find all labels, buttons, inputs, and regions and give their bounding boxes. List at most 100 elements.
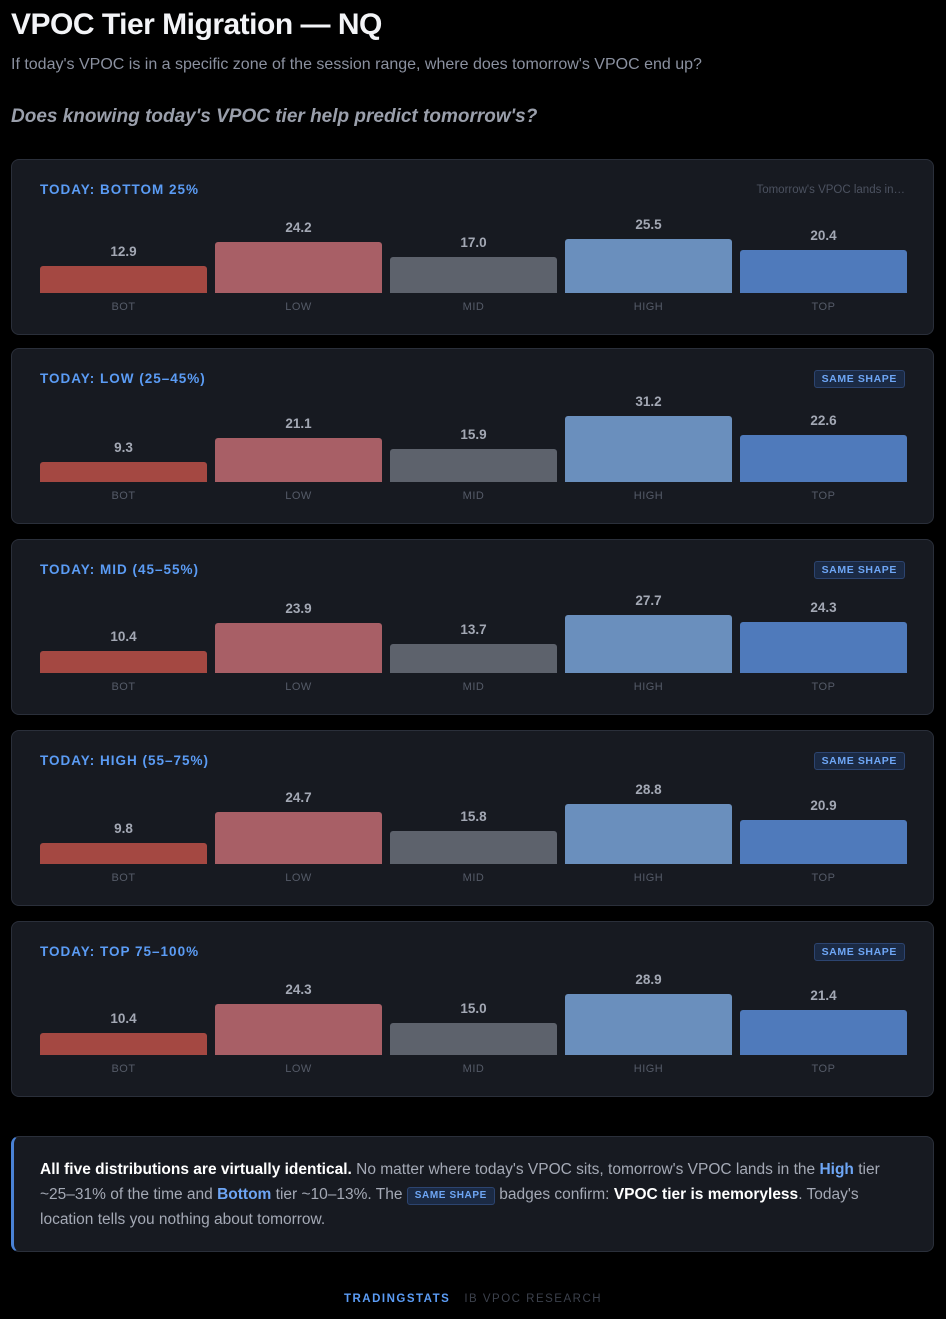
category-label: MID [462,1063,485,1075]
bar-value-label: 24.2 [285,220,312,235]
bar-value-label: 10.4 [110,1011,137,1026]
card-title: TODAY: MID (45–55%) [40,562,200,577]
bar-top [740,820,907,864]
card-title: TODAY: HIGH (55–75%) [40,753,210,768]
bar-value-label: 27.7 [635,593,662,608]
bar-value-label: 9.3 [114,440,133,455]
bar-chart: 9.3 BOT 21.1 LOW 15.9 MID 31.2 HIGH 22.6 TOP [40,349,907,525]
same-shape-badge: SAME SHAPE [406,1187,495,1205]
category-label: TOP [811,872,836,884]
bar-bot [40,843,207,864]
same-shape-badge: SAME SHAPE [813,943,905,961]
category-label: TOP [811,681,836,693]
category-label: BOT [111,301,136,313]
same-shape-badge: SAME SHAPE [813,752,905,770]
bar-bot [40,651,207,673]
chart-card: TODAY: BOTTOM 25% Tomorrow's VPOC lands i… [11,159,934,335]
bar-low [215,623,382,673]
bar-value-label: 12.9 [110,244,137,259]
research-question: Does knowing today's VPOC tier help pred… [11,106,538,127]
bar-value-label: 20.4 [810,228,837,243]
bar-top [740,1010,907,1055]
callout-text: No matter where today's VPOC sits, tomor… [351,1161,820,1178]
category-label: BOT [111,490,136,502]
footer-brand: TRADINGSTATS [343,1293,451,1305]
bar-bot [40,1033,207,1055]
bar-mid [390,449,557,482]
category-label: LOW [285,490,312,502]
bar-value-label: 28.9 [635,972,662,987]
bar-high [565,239,732,293]
category-label: BOT [111,1063,136,1075]
category-label: LOW [285,1063,312,1075]
bar-value-label: 15.9 [460,427,487,442]
page-subtitle: If today's VPOC is in a specific zone of… [11,56,702,73]
bar-value-label: 20.9 [810,798,837,813]
summary-callout: All five distributions are virtually ide… [11,1136,934,1252]
category-label: MID [462,681,485,693]
same-shape-badge: SAME SHAPE [813,561,905,579]
bar-value-label: 24.3 [810,600,837,615]
category-label: HIGH [633,301,664,313]
category-label: TOP [811,490,836,502]
category-label: LOW [285,301,312,313]
category-label: HIGH [633,681,664,693]
bar-mid [390,644,557,673]
callout-text: tier ~25–31% of the time and [40,1161,880,1203]
bar-value-label: 23.9 [285,601,312,616]
bar-bot [40,462,207,482]
callout-text: badges confirm: [494,1186,614,1203]
bar-high [565,416,732,482]
bar-high [565,804,732,864]
callout-text: . Today's location tells you nothing abo… [40,1186,859,1228]
category-label: BOT [111,872,136,884]
callout-text: tier ~10–13%. The [271,1186,407,1203]
callout-bottom: Bottom [217,1186,272,1203]
category-label: TOP [811,301,836,313]
category-label: HIGH [633,490,664,502]
bar-chart: 10.4 BOT 24.3 LOW 15.0 MID 28.9 HIGH 21.4 TOP [40,922,907,1098]
bar-low [215,812,382,864]
bar-mid [390,257,557,293]
bar-value-label: 22.6 [810,413,837,428]
bar-low [215,1004,382,1055]
bar-top [740,435,907,482]
bar-value-label: 10.4 [110,629,137,644]
same-shape-badge: SAME SHAPE [813,370,905,388]
card-title: TODAY: BOTTOM 25% [40,182,200,197]
category-label: HIGH [633,872,664,884]
bar-value-label: 17.0 [460,235,487,250]
bar-chart: 10.4 BOT 23.9 LOW 13.7 MID 27.7 HIGH 24.3 TOP [40,540,907,716]
chart-card: TODAY: MID (45–55%) SAME SHAPE 10.4 BOT 23.9… [11,539,934,715]
chart-card: TODAY: LOW (25–45%) SAME SHAPE 9.3 BOT 21.1 L… [11,348,934,524]
bar-value-label: 15.0 [460,1001,487,1016]
bar-high [565,615,732,673]
bar-mid [390,831,557,864]
bar-value-label: 21.1 [285,416,312,431]
callout-conclusion: VPOC tier is memoryless [613,1186,799,1203]
bar-value-label: 28.8 [635,782,662,797]
bar-value-label: 9.8 [114,821,133,836]
bar-value-label: 21.4 [810,988,837,1003]
bar-value-label: 13.7 [460,622,487,637]
footer-subtitle: IB VPOC RESEARCH [464,1293,603,1305]
bar-chart: 12.9 BOT 24.2 LOW 17.0 MID 25.5 HIGH 20.4 TOP [40,160,907,336]
chart-card: TODAY: TOP 75–100% SAME SHAPE 10.4 BOT 24.3 L… [11,921,934,1097]
category-label: MID [462,301,485,313]
category-label: LOW [285,872,312,884]
category-label: LOW [285,681,312,693]
card-note: Tomorrow's VPOC lands in… [756,184,905,196]
bar-low [215,242,382,293]
bar-value-label: 25.5 [635,217,662,232]
bar-value-label: 15.8 [460,809,487,824]
category-label: MID [462,872,485,884]
card-title: TODAY: TOP 75–100% [40,944,200,959]
page-title: VPOC Tier Migration — NQ [11,8,382,41]
callout-high: High [819,1161,854,1178]
category-label: BOT [111,681,136,693]
callout-lead: All five distributions are virtually ide… [40,1161,352,1178]
category-label: TOP [811,1063,836,1075]
category-label: HIGH [633,1063,664,1075]
footer: TRADINGSTATS IB VPOC RESEARCH [0,1293,946,1305]
bar-bot [40,266,207,293]
